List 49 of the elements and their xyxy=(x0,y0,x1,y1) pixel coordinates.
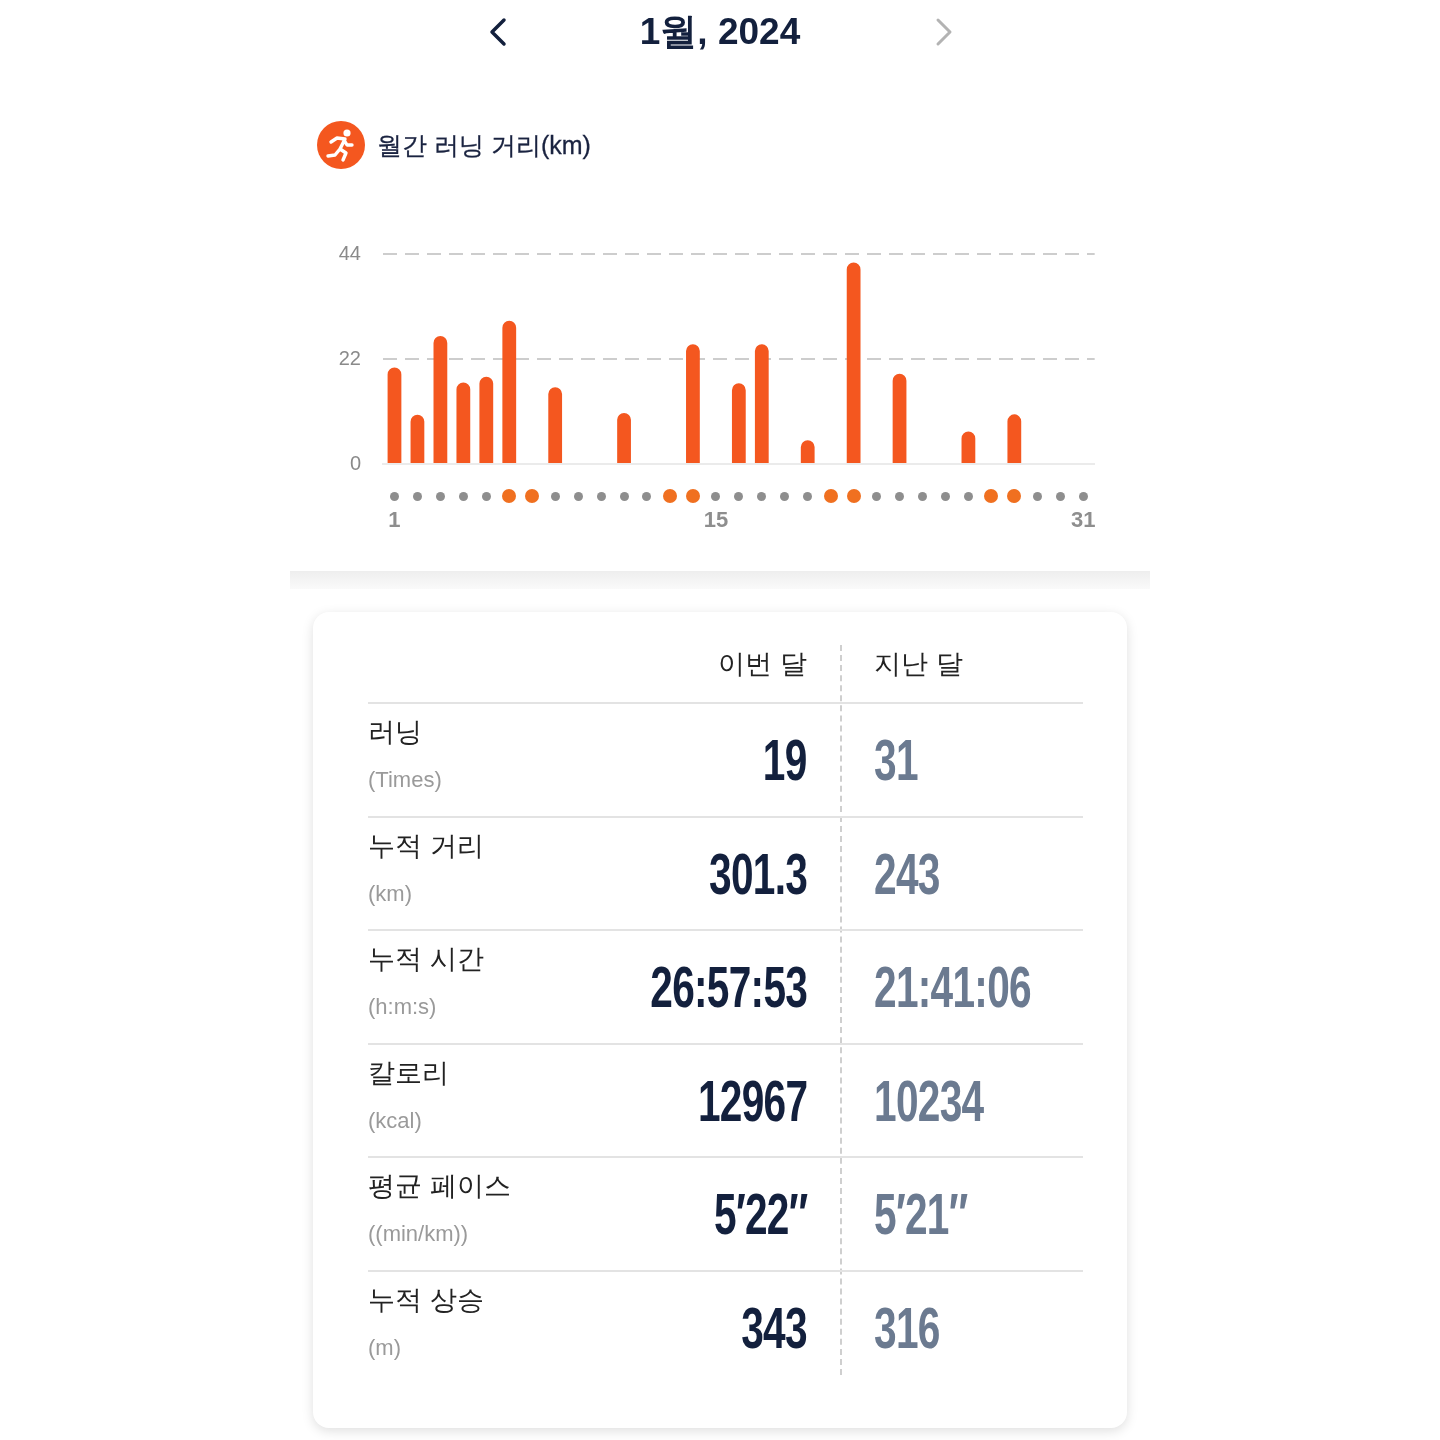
text: 이번 달 xyxy=(718,648,807,681)
y-tick-label: 44 xyxy=(338,241,361,264)
bar xyxy=(410,414,425,463)
text: (m) xyxy=(368,1334,401,1362)
text: 10234 xyxy=(874,1067,984,1133)
text: (Times) xyxy=(368,766,442,794)
text: (h:m:s) xyxy=(368,993,437,1022)
bar xyxy=(686,344,700,463)
text: ((min/km)) xyxy=(368,1220,469,1249)
bar xyxy=(617,412,631,463)
x-tick-label: 31 xyxy=(1070,507,1096,533)
bar xyxy=(387,367,402,463)
chart-subtitle: 월간 러닝 거리(km) xyxy=(377,130,591,161)
text: 평균 페이스 xyxy=(368,1170,511,1204)
bar xyxy=(456,382,471,463)
text: 12967 xyxy=(697,1067,807,1133)
bar xyxy=(502,320,517,463)
y-tick-label: 22 xyxy=(338,346,361,369)
x-tick-label: 15 xyxy=(703,507,729,533)
y-tick-label: 0 xyxy=(349,451,361,474)
x-tick-label: 1 xyxy=(388,507,401,533)
text: 19 xyxy=(763,727,807,792)
text: 러닝 xyxy=(368,716,422,749)
text: 누적 시간 xyxy=(368,943,484,977)
bar xyxy=(846,262,861,463)
text: 5′21″ xyxy=(874,1181,968,1247)
chart-title: 1월, 2024 xyxy=(639,10,801,54)
bar xyxy=(961,431,976,463)
text: 26:57:53 xyxy=(650,954,807,1020)
bar xyxy=(479,376,494,463)
text: (km) xyxy=(368,879,412,908)
text: 21:41:06 xyxy=(874,954,1031,1020)
text: 316 xyxy=(874,1295,940,1360)
text: (kcal) xyxy=(368,1106,422,1135)
text: 5′22″ xyxy=(713,1181,807,1247)
text: 31 xyxy=(874,727,918,792)
text: 누적 상승 xyxy=(368,1284,484,1317)
bar xyxy=(1007,414,1022,463)
text: 칼로리 xyxy=(368,1056,449,1090)
text: 누적 거리 xyxy=(368,829,484,863)
bar xyxy=(731,383,746,463)
text: 301.3 xyxy=(708,840,807,906)
bar xyxy=(548,387,563,463)
text: 지난 달 xyxy=(874,648,963,681)
text: 243 xyxy=(874,840,940,906)
text: 343 xyxy=(741,1295,807,1360)
bar xyxy=(754,344,769,463)
bar xyxy=(433,336,448,463)
bar xyxy=(892,373,907,463)
